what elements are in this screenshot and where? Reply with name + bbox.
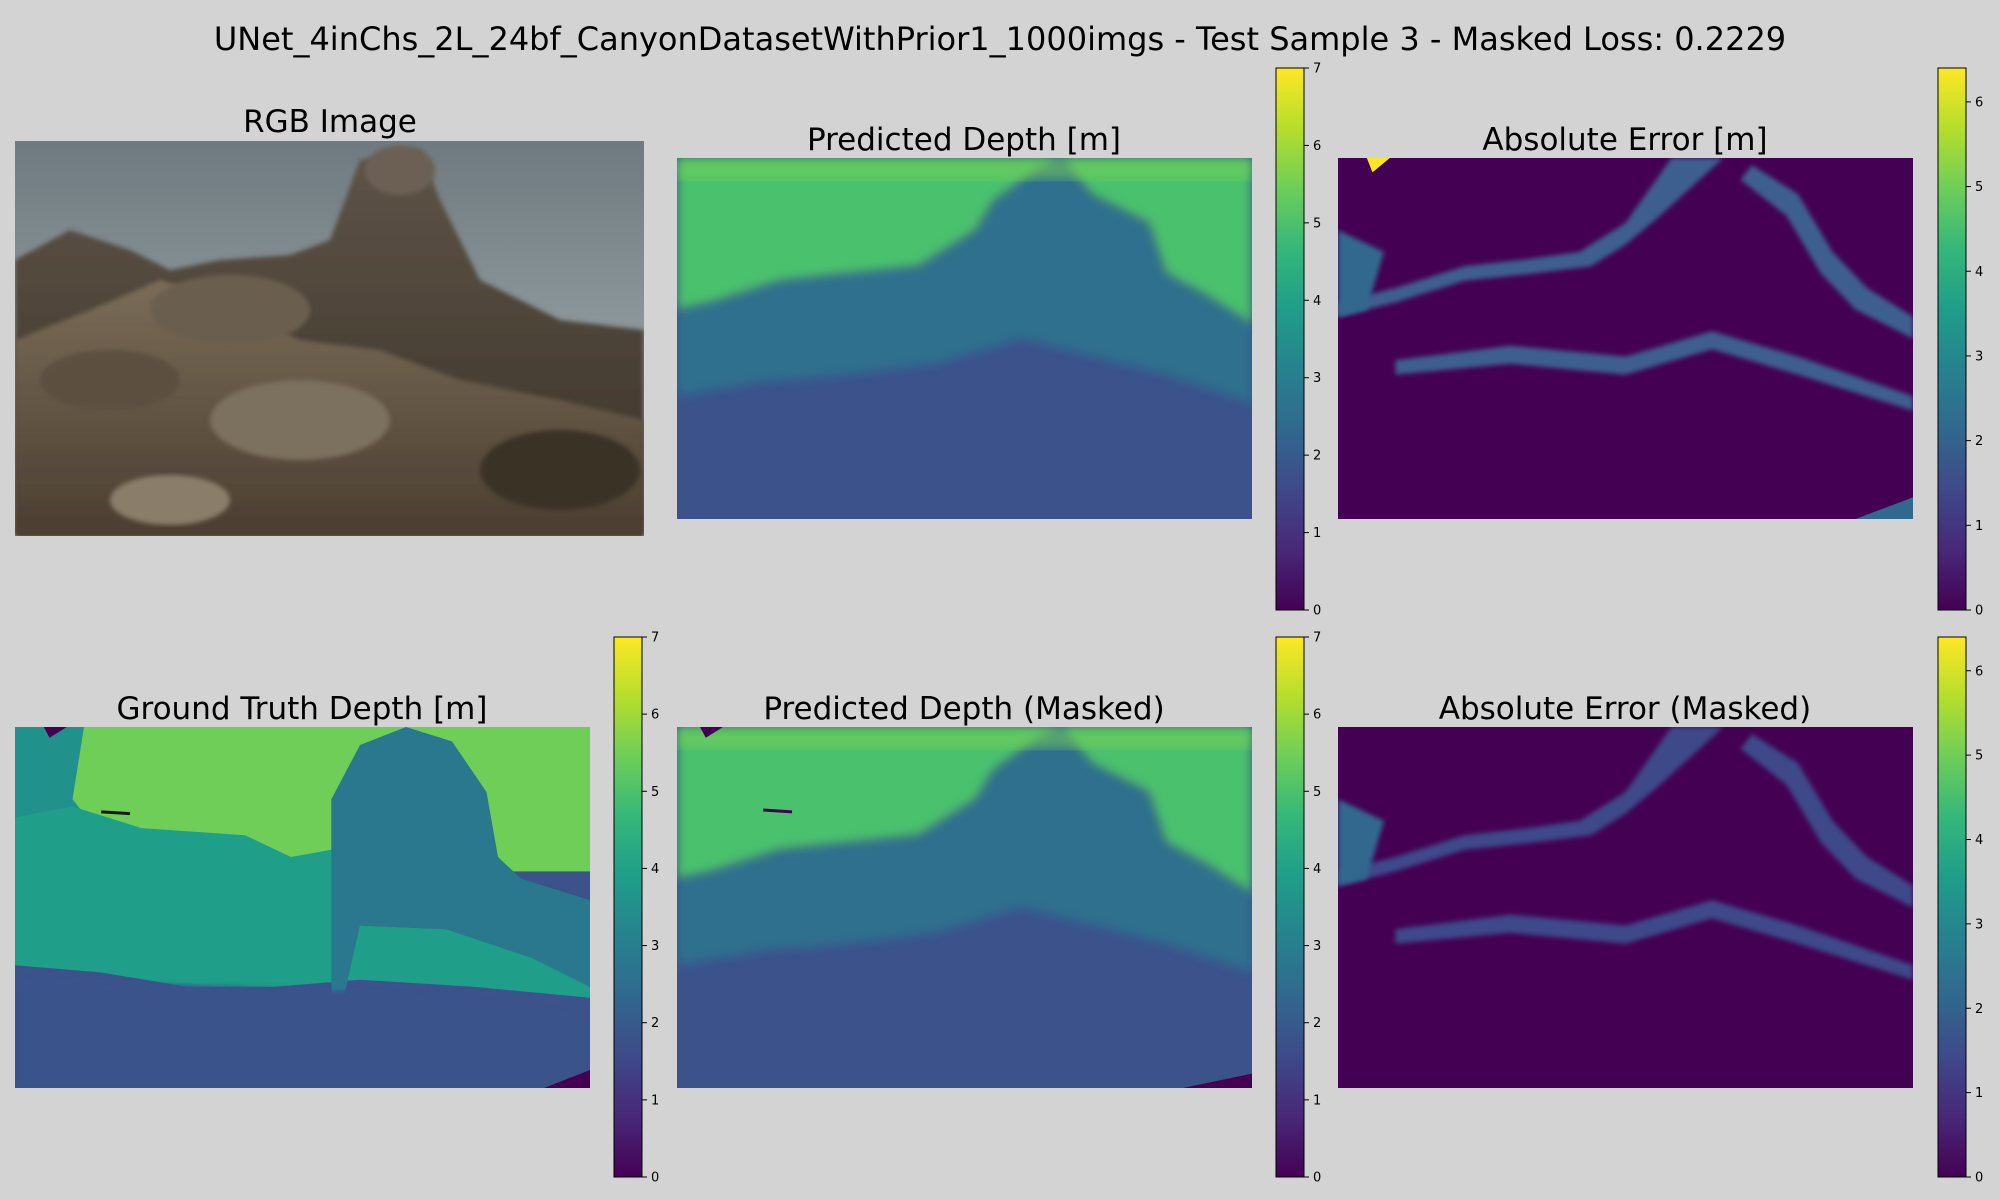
- colorbar-tick-label: 5: [1313, 216, 1321, 231]
- low-error-region: [1338, 727, 1913, 1088]
- gt-colorbar: [613, 636, 643, 1178]
- colorbar-tick-label: 1: [1975, 519, 1983, 534]
- gt-heatmap: [15, 727, 590, 1088]
- colorbar-tick-label: 0: [1975, 1171, 1983, 1186]
- masked-region: [763, 808, 793, 814]
- colorbar-tick-label: 0: [1313, 1171, 1321, 1186]
- high-error-spot: [1366, 158, 1390, 173]
- colorbar-tick-label: 1: [1975, 1086, 1983, 1101]
- colorbar-tick-label: 2: [1975, 1002, 1983, 1017]
- colorbar-tick-label: 7: [651, 631, 659, 646]
- colorbar-tick-label: 0: [651, 1171, 659, 1186]
- colorbar-tick-label: 5: [1313, 785, 1321, 800]
- colorbar-tick-label: 6: [1975, 664, 1983, 679]
- colorbar-tick-label: 2: [1975, 434, 1983, 449]
- error-edge-band: [1338, 230, 1384, 317]
- colorbar-tick-label: 3: [1313, 371, 1321, 386]
- error-edge-band: [1338, 727, 1724, 886]
- err-heatmap: [1338, 158, 1913, 519]
- colorbar-tick-label: 7: [1313, 62, 1321, 77]
- err-colorbar: [1937, 67, 1967, 611]
- error-edge-band: [1855, 497, 1913, 519]
- predm-panel: Predicted Depth (Masked) 0 1 2 3 4 5 6 7: [677, 631, 1321, 1186]
- pred-heatmap: [677, 158, 1252, 519]
- error-edge-band: [1395, 900, 1913, 980]
- error-edge-band: [1740, 734, 1913, 908]
- mid-region: [677, 158, 1252, 404]
- predm-title: Predicted Depth (Masked): [763, 691, 1164, 727]
- err-title: Absolute Error [m]: [1482, 122, 1767, 158]
- colorbar-tick-label: 6: [1975, 95, 1983, 110]
- colorbar-tick-label: 0: [1313, 604, 1321, 619]
- colorbar-tick-label: 0: [1975, 604, 1983, 619]
- error-edge-band: [1338, 799, 1384, 886]
- low-error-region: [1338, 158, 1913, 519]
- colorbar-tick-label: 1: [651, 1093, 659, 1108]
- error-edge-band: [1740, 165, 1913, 339]
- error-edge-band: [1338, 158, 1724, 317]
- colorbar-tick-label: 3: [1975, 349, 1983, 364]
- colorbar-tick-label: 6: [1313, 708, 1321, 723]
- colorbar-tick-label: 2: [1313, 1016, 1321, 1031]
- pred-colorbar: [1275, 67, 1305, 611]
- colorbar-tick-label: 6: [1313, 139, 1321, 154]
- pred-panel: Predicted Depth [m] 0 1 2 3 4 5 6 7: [677, 62, 1321, 619]
- colorbar-tick-label: 5: [651, 785, 659, 800]
- colorbar-tick-label: 4: [1313, 862, 1321, 877]
- colorbar-tick-label: 4: [1313, 294, 1321, 309]
- predm-colorbar: [1275, 636, 1305, 1178]
- masked-region: [544, 1070, 590, 1088]
- errm-panel: Absolute Error (Masked) 0 1 2 3 4 5 6: [1338, 636, 1983, 1186]
- figure-title: UNet_4inChs_2L_24bf_CanyonDatasetWithPri…: [214, 20, 1786, 58]
- colorbar-tick-label: 4: [1975, 833, 1983, 848]
- colorbar-tick-label: 3: [1975, 917, 1983, 932]
- colorbar-tick-label: 5: [1975, 749, 1983, 764]
- colorbar-tick-label: 4: [1975, 265, 1983, 280]
- masked-region: [700, 727, 723, 738]
- mid-region: [677, 727, 1252, 973]
- errm-heatmap: [1338, 727, 1913, 1088]
- pred-title: Predicted Depth [m]: [807, 122, 1121, 158]
- colorbar-tick-label: 3: [651, 939, 659, 954]
- rgb-image-panel: RGB Image: [15, 104, 644, 536]
- colorbar-tick-label: 2: [1313, 449, 1321, 464]
- colorbar-tick-label: 2: [651, 1016, 659, 1031]
- colorbar-tick-label: 1: [1313, 526, 1321, 541]
- err-panel: Absolute Error [m] 0 1 2 3 4 5 6: [1338, 67, 1983, 619]
- rock-region: [331, 727, 590, 1052]
- masked-region: [1183, 1073, 1252, 1088]
- colorbar-tick-label: 5: [1975, 180, 1983, 195]
- gt-title: Ground Truth Depth [m]: [117, 691, 488, 727]
- mid-region: [15, 806, 590, 998]
- colorbar-tick-label: 3: [1313, 939, 1321, 954]
- far-region: [677, 158, 1252, 325]
- colorbar-tick-label: 4: [651, 862, 659, 877]
- errm-title: Absolute Error (Masked): [1439, 691, 1811, 727]
- rgb-image-title: RGB Image: [243, 104, 417, 140]
- masked-region: [43, 727, 67, 738]
- colorbar-tick-label: 7: [1313, 631, 1321, 646]
- far-region: [677, 727, 1252, 894]
- rgb-image: [15, 141, 644, 536]
- gt-panel: Ground Truth Depth [m] 0 1 2 3 4 5 6 7: [15, 631, 659, 1186]
- colorbar-tick-label: 6: [651, 708, 659, 723]
- error-edge-band: [1395, 331, 1913, 411]
- colorbar-tick-label: 1: [1313, 1093, 1321, 1108]
- errm-colorbar: [1937, 636, 1967, 1178]
- predm-heatmap: [677, 727, 1252, 1088]
- masked-region: [101, 810, 131, 816]
